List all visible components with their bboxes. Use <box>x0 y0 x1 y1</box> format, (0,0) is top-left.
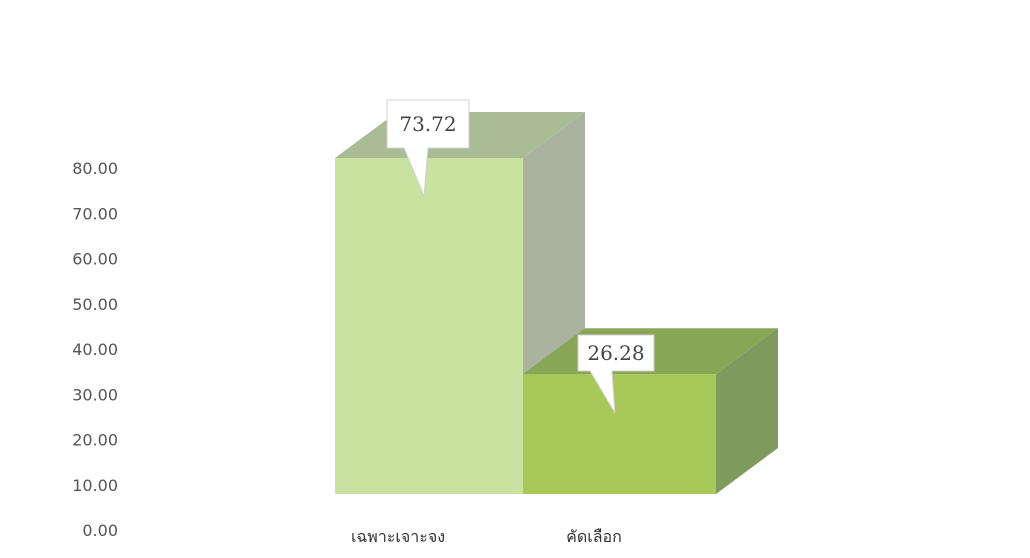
y-tick-label: 10.00 <box>72 476 118 495</box>
bars <box>335 112 778 494</box>
y-tick-label: 80.00 <box>72 159 118 178</box>
y-axis: 0.00 10.00 20.00 30.00 40.00 50.00 60.00 70.00 8… <box>72 159 118 540</box>
y-tick-label: 20.00 <box>72 431 118 450</box>
data-labels: 73.72 26.28 <box>386 99 655 414</box>
bar-front-face <box>523 374 716 494</box>
callout-box <box>577 334 655 414</box>
category-label: เฉพาะเจาะจง <box>351 527 445 546</box>
y-tick-label: 70.00 <box>72 204 118 223</box>
data-label: 26.28 <box>587 341 644 365</box>
category-label: คัดเลือก <box>566 527 622 546</box>
x-axis: เฉพาะเจาะจง คัดเลือก <box>351 527 622 546</box>
y-tick-label: 40.00 <box>72 340 118 359</box>
callout-box <box>386 99 470 197</box>
data-label: 73.72 <box>399 112 456 136</box>
bar-front-face <box>335 158 523 494</box>
data-label-callout: 26.28 <box>577 334 655 414</box>
bar-side-face <box>716 328 778 494</box>
y-tick-label: 60.00 <box>72 250 118 269</box>
y-tick-label: 50.00 <box>72 295 118 314</box>
y-tick-label: 30.00 <box>72 385 118 404</box>
y-tick-label: 0.00 <box>82 521 118 540</box>
data-label-callout: 73.72 <box>386 99 470 197</box>
